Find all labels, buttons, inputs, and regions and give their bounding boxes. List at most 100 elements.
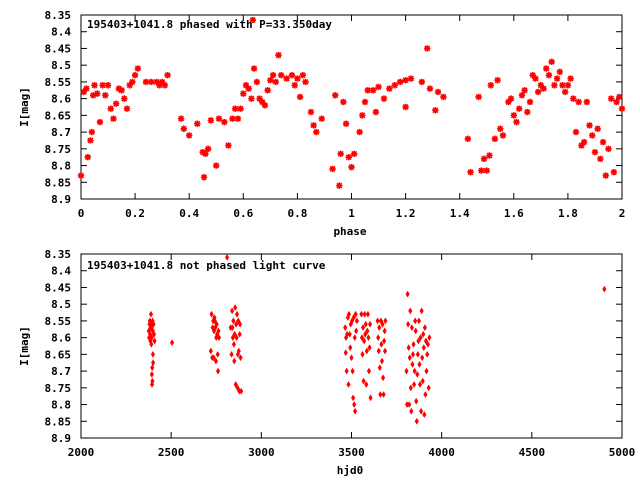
data-point: [347, 330, 352, 338]
data-point: [599, 138, 607, 146]
data-point: [376, 347, 381, 355]
data-point: [345, 153, 352, 161]
data-point: [150, 377, 155, 385]
data-point: [346, 380, 351, 388]
data-point: [283, 75, 290, 82]
data-point: [378, 391, 383, 398]
data-point: [586, 122, 593, 129]
x-tick-label: 3500: [338, 446, 365, 459]
data-point: [302, 78, 309, 86]
y-tick-label: 8.85: [45, 415, 72, 428]
data-point: [607, 95, 615, 102]
x-tick-label: 4000: [428, 446, 455, 459]
data-point: [414, 417, 419, 425]
data-point: [126, 82, 133, 89]
data-point: [364, 380, 369, 388]
data-point: [556, 68, 563, 76]
data-point: [89, 92, 97, 99]
data-point: [534, 88, 542, 96]
y-tick-label: 8.65: [45, 348, 72, 361]
data-point: [360, 350, 365, 358]
data-point: [610, 169, 618, 176]
plot-frame: [80, 253, 623, 439]
data-point: [426, 85, 434, 92]
data-point: [380, 320, 385, 328]
data-point: [486, 152, 493, 159]
y-tick-label: 8.4: [51, 26, 71, 39]
x-tick-label: 0.4: [179, 207, 199, 220]
y-tick-labels: 8.35 8.4 8.45 8.5 8.55 8.6 8.65 8.7 8.75 8.8 8.85 8…: [45, 9, 72, 206]
data-point: [275, 51, 282, 59]
x-tick-label: 0.6: [233, 207, 253, 220]
data-point: [269, 72, 277, 79]
x-tick-label: 5000: [609, 446, 636, 459]
data-point: [425, 340, 431, 348]
y-tick-label: 8.5: [51, 59, 71, 72]
data-point: [362, 337, 367, 345]
y-axis-label: I[mag]: [18, 87, 31, 127]
data-point: [575, 98, 582, 106]
data-point: [379, 340, 384, 348]
data-point: [231, 340, 237, 348]
data-point: [364, 87, 371, 94]
data-point: [362, 310, 367, 318]
data-point: [383, 317, 388, 325]
data-point: [359, 310, 364, 318]
y-tick-labels: 8.35 8.4 8.45 8.5 8.55 8.6 8.65 8.7 8.75 8.8 8.85 8…: [45, 248, 72, 445]
data-point: [369, 87, 377, 94]
data-point: [418, 334, 423, 342]
data-point: [420, 354, 425, 362]
data-point: [376, 334, 381, 342]
data-point: [267, 77, 274, 84]
data-point: [151, 359, 156, 367]
data-point: [425, 350, 430, 358]
data-point: [366, 334, 371, 342]
data-point: [148, 310, 154, 318]
data-point: [264, 87, 271, 94]
data-point: [129, 78, 136, 86]
data-point: [216, 327, 221, 335]
data-point: [238, 354, 243, 362]
data-point: [408, 384, 413, 392]
y-tick-label: 8.5: [51, 298, 71, 311]
data-point: [148, 78, 155, 86]
data-point: [215, 350, 220, 358]
data-point: [277, 72, 285, 79]
data-point: [521, 87, 528, 94]
data-point: [413, 327, 418, 335]
data-point: [248, 95, 255, 102]
x-axis-label: hjd0: [337, 464, 364, 477]
y-tick-label: 8.45: [45, 42, 72, 55]
data-point: [94, 90, 101, 97]
data-point: [545, 72, 553, 79]
data-point: [427, 334, 432, 342]
data-point: [110, 115, 117, 122]
data-point: [180, 125, 187, 132]
data-point: [382, 327, 387, 335]
data-point: [382, 347, 388, 355]
data-point: [359, 334, 365, 342]
data-point: [88, 128, 96, 136]
data-point: [207, 117, 215, 124]
data-point: [99, 82, 106, 89]
plot-frame: [80, 14, 623, 200]
data-point: [386, 85, 393, 92]
data-point: [208, 347, 213, 355]
data-point: [499, 132, 507, 139]
data-point: [259, 98, 266, 106]
data-point: [349, 354, 354, 362]
data-point: [149, 334, 154, 342]
data-point: [364, 347, 369, 355]
data-point: [307, 108, 315, 116]
data-point: [548, 58, 555, 66]
data-point: [150, 350, 156, 358]
data-point: [365, 310, 371, 318]
data-point: [434, 88, 442, 96]
data-point: [209, 310, 214, 318]
data-point: [380, 374, 386, 382]
data-point: [363, 320, 368, 328]
data-point: [149, 340, 154, 348]
data-point: [408, 307, 413, 315]
data-point: [578, 142, 585, 149]
